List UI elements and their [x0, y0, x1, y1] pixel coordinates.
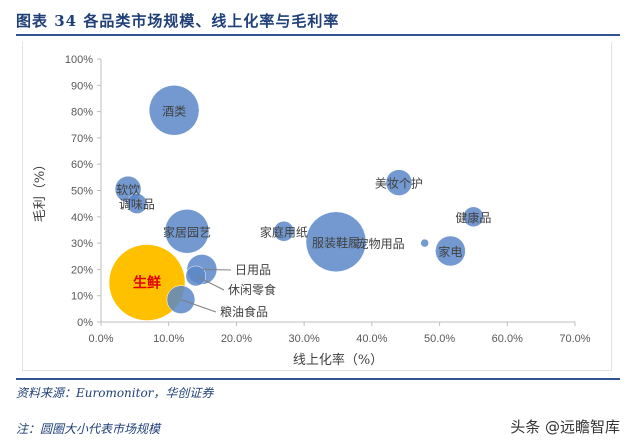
x-tick-label: 40.0% — [356, 333, 387, 345]
source-text: 资料来源：Euromonitor，华创证券 — [16, 386, 214, 400]
y-tick-label: 100% — [65, 54, 93, 66]
y-tick-label: 50% — [71, 186, 93, 198]
x-axis-title: 线上化率（%） — [293, 352, 383, 368]
data-label: 家居园艺 — [163, 224, 211, 239]
data-label: 宠物用品 — [357, 236, 405, 251]
y-axis-title: 毛利（%） — [33, 158, 48, 222]
chart-title: 图表 34 各品类市场规模、线上化率与毛利率 — [16, 12, 340, 30]
data-label: 服装鞋履 — [312, 235, 360, 250]
x-tick-label: 60.0% — [492, 333, 523, 345]
y-tick-label: 40% — [71, 212, 93, 224]
x-tick-label: 10.0% — [153, 333, 184, 345]
bubble-健康品 — [463, 206, 484, 228]
y-tick-label: 60% — [71, 159, 93, 171]
data-label: 生鲜 — [133, 275, 161, 292]
data-label: 健康品 — [455, 210, 491, 225]
chart-frame — [22, 42, 612, 371]
x-tick-label: 0.0% — [88, 333, 113, 345]
bubble-酒类 — [148, 85, 200, 136]
y-tick-label: 90% — [71, 80, 93, 92]
footer-rule — [16, 378, 620, 380]
x-tick-label: 50.0% — [424, 333, 455, 345]
y-tick-label: 20% — [71, 264, 93, 276]
data-label: 家电 — [438, 244, 462, 259]
leader-line — [201, 268, 232, 271]
bubble-生鲜 — [108, 244, 186, 321]
data-label: 粮油食品 — [220, 304, 268, 319]
bubble-服装鞋履 — [305, 211, 367, 273]
y-tick-label: 30% — [71, 238, 93, 250]
bubble-调味品 — [126, 193, 148, 214]
leader-line — [195, 275, 225, 291]
x-tick-label: 20.0% — [221, 333, 252, 345]
bubble-美妆个护 — [385, 169, 413, 196]
y-tick-label: 10% — [71, 291, 93, 303]
note-text: 注：圆圈大小代表市场规模 — [16, 422, 161, 436]
bubble-家电 — [435, 235, 466, 267]
data-label: 家庭用纸 — [260, 224, 308, 239]
x-tick-label: 70.0% — [559, 333, 590, 345]
title-rule — [16, 34, 620, 36]
y-tick-label: 0% — [77, 317, 93, 329]
leader-line — [180, 299, 217, 313]
data-label: 美妆个护 — [375, 177, 423, 191]
data-label: 日用品 — [235, 263, 271, 277]
bubble-家庭用纸 — [273, 221, 295, 242]
data-label: 调味品 — [119, 198, 155, 212]
data-label: 软饮 — [116, 183, 140, 197]
y-tick-label: 80% — [71, 107, 93, 119]
watermark: 头条 @远瞻智库 — [510, 418, 620, 436]
y-tick-label: 70% — [71, 133, 93, 145]
bubble-家居园艺 — [164, 209, 210, 254]
bubble-宠物用品 — [420, 238, 429, 248]
data-label: 休闲零食 — [228, 282, 276, 297]
data-label: 酒类 — [162, 104, 186, 118]
x-tick-label: 30.0% — [289, 333, 320, 345]
